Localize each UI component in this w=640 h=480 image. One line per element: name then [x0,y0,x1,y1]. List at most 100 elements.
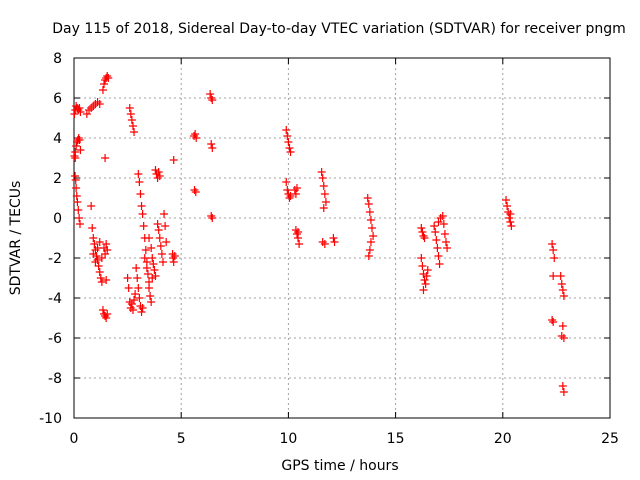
y-tick-label: -8 [48,371,62,387]
data-point [207,212,216,220]
data-point [430,222,439,230]
data-point [320,240,329,248]
data-point [290,186,299,194]
data-point [558,382,567,390]
data-point [137,202,146,210]
data-point [432,236,441,244]
data-point [75,104,84,112]
x-tick-label: 10 [279,431,297,447]
data-point [91,246,100,254]
data-point [96,274,105,282]
data-point [76,220,85,228]
data-point [101,312,110,320]
data-point [70,110,79,118]
data-point [75,136,84,144]
y-tick-label: -10 [39,411,62,427]
data-point [75,214,84,222]
data-point [125,298,134,306]
data-point [161,222,170,230]
data-point [147,298,156,306]
y-tick-label: -2 [48,251,62,267]
data-point [123,274,132,282]
data-point [124,284,133,292]
data-point [417,224,426,232]
data-point [207,94,216,102]
data-point [128,306,137,314]
data-point [438,212,447,220]
data-point [284,138,293,146]
data-point [420,234,429,242]
data-point [101,154,110,162]
y-tick-label: 4 [53,131,62,147]
data-point [320,190,329,198]
data-point [419,286,428,294]
data-point [103,72,112,80]
y-tick-label: 2 [53,171,62,187]
data-point [418,262,427,270]
data-point [559,388,568,396]
data-point [549,272,558,280]
data-point [366,216,375,224]
data-point [418,228,427,236]
data-point [283,132,292,140]
data-point [125,104,134,112]
data-point [137,308,146,316]
y-tick-label: 8 [53,51,62,67]
data-point [95,238,104,246]
data-point [443,244,452,252]
data-point [330,238,339,246]
data-point [549,318,558,326]
data-point [292,184,301,192]
data-point [318,238,327,246]
data-point [291,226,300,234]
data-point [504,208,513,216]
data-point [89,234,98,242]
x-tick-label: 20 [494,431,512,447]
data-point [147,244,156,252]
data-point [556,272,565,280]
data-point [91,258,100,266]
data-point [319,182,328,190]
data-point [507,222,516,230]
data-point [207,140,216,148]
data-point [149,260,158,268]
data-point [558,322,567,330]
data-point [439,220,448,228]
data-point [148,254,157,262]
data-point [95,268,104,276]
data-point [155,172,164,180]
data-point [158,258,167,266]
grid [74,58,610,418]
data-point [286,148,295,156]
data-point [85,106,94,114]
data-point [294,228,303,236]
data-point [169,254,178,262]
data-point [291,190,300,198]
data-point [282,126,291,134]
data-point [102,314,111,322]
y-tick-label: -6 [48,331,62,347]
data-point [145,284,154,292]
data-point [93,256,102,264]
data-point [127,116,136,124]
data-point [295,240,304,248]
data-point [130,296,139,304]
data-point [157,250,166,258]
data-point [548,316,557,324]
data-point [286,192,295,200]
data-point [208,214,217,222]
x-tick-label: 25 [601,431,619,447]
data-point [76,146,85,154]
data-point [103,310,112,318]
data-point [151,272,160,280]
data-point [282,178,291,186]
data-points [70,72,568,396]
data-point [169,258,178,266]
data-point [557,280,566,288]
data-point [559,292,568,300]
data-point [192,134,201,142]
data-point [441,238,450,246]
data-point [146,292,155,300]
data-point [135,178,144,186]
